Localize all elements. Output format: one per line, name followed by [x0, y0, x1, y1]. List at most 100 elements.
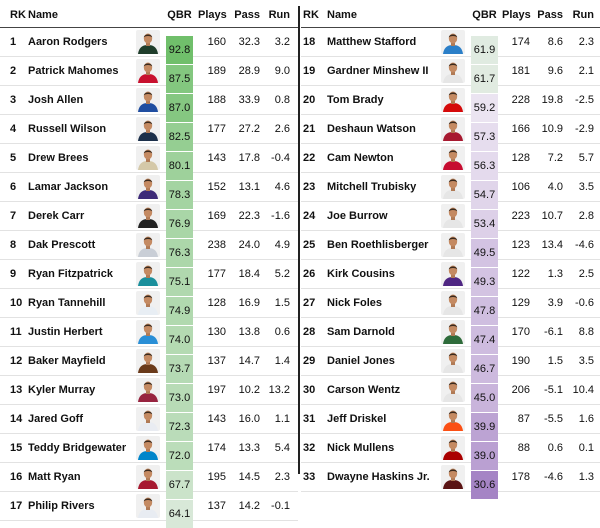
plays-value: 170 [511, 326, 530, 338]
table-row: 24 Joe Burrow 53.4 223 10.7 2.8 [301, 202, 600, 238]
pass-value: 22.3 [238, 210, 260, 222]
table-row: 7 Derek Carr 76.9 169 22.3 -1.6 [0, 202, 298, 238]
player-name: Aaron Rodgers [28, 36, 108, 48]
player-headshot-icon [441, 88, 465, 112]
table-row: 17 Philip Rivers 64.1 137 14.2 -0.1 [0, 492, 298, 528]
rank: 2 [10, 65, 17, 77]
pass-value: 8.6 [547, 36, 563, 48]
header-run: Run [268, 9, 290, 21]
player-name: Josh Allen [28, 94, 84, 106]
player-headshot-icon [441, 30, 465, 54]
run-value: -0.4 [271, 152, 290, 164]
run-value: 2.3 [274, 471, 290, 483]
plays-value: 123 [511, 239, 530, 251]
run-value: 8.8 [578, 326, 594, 338]
qbr-value: 92.8 [166, 36, 193, 64]
player-headshot-icon [136, 407, 160, 431]
player-headshot-icon [441, 59, 465, 83]
table-row: 20 Tom Brady 59.2 228 19.8 -2.5 [301, 86, 600, 122]
pass-value: 14.7 [238, 355, 260, 367]
player-name: Matt Ryan [28, 471, 81, 483]
qbr-value: 54.7 [471, 181, 498, 209]
pass-value: 4.0 [547, 181, 563, 193]
player-headshot-icon [136, 349, 160, 373]
player-headshot-icon [441, 175, 465, 199]
rank: 29 [303, 355, 316, 367]
player-name: Ben Roethlisberger [327, 239, 429, 251]
player-name: Cam Newton [327, 152, 394, 164]
qbr-value: 39.0 [471, 442, 498, 470]
table-header: RK Name QBR Plays Pass Run [301, 0, 600, 28]
run-value: -2.9 [575, 123, 594, 135]
plays-value: 195 [207, 471, 226, 483]
pass-value: 10.9 [541, 123, 563, 135]
rank: 28 [303, 326, 316, 338]
player-headshot-icon [441, 233, 465, 257]
run-value: 5.7 [578, 152, 594, 164]
pass-value: 10.7 [541, 210, 563, 222]
pass-value: 28.9 [238, 65, 260, 77]
run-value: 1.4 [274, 355, 290, 367]
rank: 8 [10, 239, 17, 251]
qbr-value: 45.0 [471, 384, 498, 412]
run-value: 1.1 [274, 413, 290, 425]
qbr-value: 57.3 [471, 123, 498, 151]
qbr-value: 46.7 [471, 355, 498, 383]
player-headshot-icon [441, 291, 465, 315]
table-row: 4 Russell Wilson 82.5 177 27.2 2.6 [0, 115, 298, 151]
rank: 14 [10, 413, 23, 425]
qbr-value: 87.5 [166, 65, 193, 93]
rank: 6 [10, 181, 17, 193]
plays-value: 143 [207, 152, 226, 164]
player-name: Teddy Bridgewater [28, 442, 127, 454]
qbr-value: 74.9 [166, 297, 193, 325]
run-value: -4.6 [575, 239, 594, 251]
player-headshot-icon [136, 175, 160, 199]
table-row: 6 Lamar Jackson 78.3 152 13.1 4.6 [0, 173, 298, 209]
qbr-value: 67.7 [166, 471, 193, 499]
table-row: 13 Kyler Murray 73.0 197 10.2 13.2 [0, 376, 298, 412]
rank: 5 [10, 152, 17, 164]
table-row: 31 Jeff Driskel 39.9 87 -5.5 1.6 [301, 405, 600, 441]
table-row: 18 Matthew Stafford 61.9 174 8.6 2.3 [301, 28, 600, 64]
pass-value: 13.4 [541, 239, 563, 251]
run-value: -0.6 [575, 297, 594, 309]
pass-value: 1.5 [547, 355, 563, 367]
left-table-body: 1 Aaron Rodgers 92.8 160 32.3 3.2 2 Patrick Mah… [0, 28, 298, 528]
plays-value: 181 [511, 65, 530, 77]
player-headshot-icon [136, 436, 160, 460]
rank: 31 [303, 413, 316, 425]
player-name: Baker Mayfield [28, 355, 106, 367]
player-name: Patrick Mahomes [28, 65, 119, 77]
qbr-value: 75.1 [166, 268, 193, 296]
rank: 25 [303, 239, 316, 251]
run-value: 0.8 [274, 94, 290, 106]
qbr-value: 76.3 [166, 239, 193, 267]
player-name: Kyler Murray [28, 384, 96, 396]
header-pass: Pass [537, 9, 563, 21]
run-value: 2.1 [578, 65, 594, 77]
pass-value: 27.2 [238, 123, 260, 135]
rank: 3 [10, 94, 17, 106]
qbr-value: 49.3 [471, 268, 498, 296]
player-name: Jared Goff [28, 413, 84, 425]
rank: 26 [303, 268, 316, 280]
run-value: -2.5 [575, 94, 594, 106]
run-value: 10.4 [572, 384, 594, 396]
plays-value: 190 [511, 355, 530, 367]
pass-value: 13.8 [238, 326, 260, 338]
run-value: 3.5 [578, 355, 594, 367]
table-row: 2 Patrick Mahomes 87.5 189 28.9 9.0 [0, 57, 298, 93]
pass-value: 13.1 [238, 181, 260, 193]
rank: 10 [10, 297, 23, 309]
header-rank: RK [303, 9, 319, 21]
run-value: 5.2 [274, 268, 290, 280]
player-name: Gardner Minshew II [327, 65, 429, 77]
player-name: Nick Foles [327, 297, 383, 309]
player-name: Ryan Fitzpatrick [28, 268, 113, 280]
player-headshot-icon [441, 117, 465, 141]
player-headshot-icon [136, 291, 160, 315]
player-headshot-icon [441, 262, 465, 286]
run-value: 3.2 [274, 36, 290, 48]
